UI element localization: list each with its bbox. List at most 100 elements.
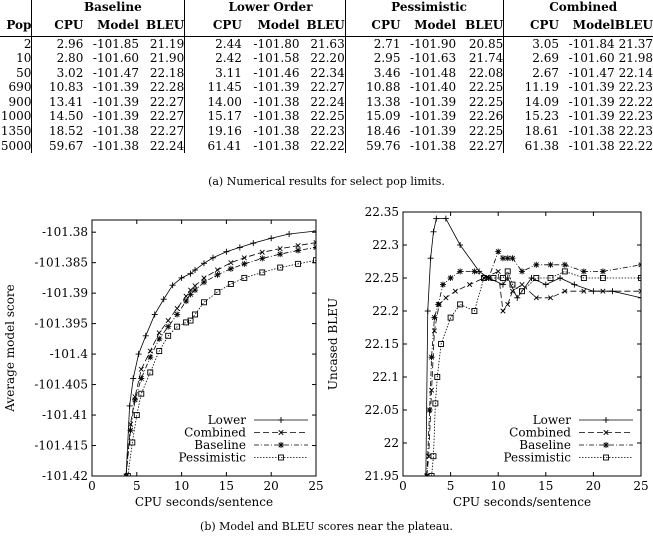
y-tick-label: 22 [384,436,399,450]
table-cell: -101.47 [568,65,615,80]
table-cell: 21.90 [149,51,185,66]
table-cell: -101.39 [568,94,615,109]
data-point-pessimistic [277,264,284,271]
table-cell: -101.85 [92,36,139,51]
table-cell: -101.90 [410,36,457,51]
plot-frame [91,219,317,477]
table-cell: 22.20 [310,51,345,66]
pop-cell: 690 [8,80,32,95]
data-point-baseline [435,301,442,308]
data-point-baseline [561,261,568,268]
column-header: BLEU [299,15,346,37]
table-cell: -101.38 [253,94,300,109]
data-point-pessimistic [504,268,511,275]
table-cell: 2.96 [56,36,84,51]
data-point-combined [426,453,432,459]
table-cell: 22.25 [468,80,504,95]
data-point-combined [495,268,501,274]
y-tick-label: -101.4 [50,347,89,361]
table-cell: -101.38 [253,138,300,153]
table-cell: 22.22 [618,94,653,109]
table-cell: 18.61 [524,124,560,139]
table-cell: -101.40 [410,80,457,95]
pop-cell: 10 [16,51,32,66]
plot-area [123,227,316,476]
table-cell: 22.27 [149,94,185,109]
data-point-lower [542,281,549,288]
pop-header: Pop [0,15,32,37]
data-point-lower [427,255,434,262]
data-point-pessimistic [438,341,445,347]
data-point-combined [431,328,437,334]
data-point-pessimistic [133,412,140,418]
table-cell: 14.00 [207,94,242,109]
x-tick-label: 5 [133,479,141,493]
model-score-chart: 0 5 10 15 20 25 -101.42 -101.415 -101.41 -101.405… [3,219,324,509]
data-point-pessimistic [295,260,302,267]
data-point-combined [214,267,221,273]
legend-label: Pessimistic [503,451,571,465]
data-point-baseline [201,279,207,286]
data-point-baseline [259,255,266,262]
table-row: 1000 14.50 -101.39 22.27 15.17 -101.38 22.25 15… [0,109,653,125]
data-point-lower [422,473,429,476]
x-tick-label: 5 [447,479,455,493]
table-cell: 10.83 [48,80,84,95]
data-point-baseline [183,298,190,305]
data-point-lower [160,296,167,303]
table-cell: -101.38 [253,124,300,139]
data-point-baseline [447,275,454,281]
series-line-pessimistic [127,259,316,476]
data-point-lower [250,240,257,247]
data-point-pessimistic [457,301,464,308]
data-point-pessimistic [192,311,198,318]
data-point-combined [519,282,525,288]
data-point-combined [452,288,458,294]
data-point-baseline [147,354,154,361]
table-cell: 14.50 [48,109,84,124]
data-point-pessimistic [547,275,554,281]
table-cell: 22.14 [618,65,653,80]
table-cell: 21.98 [618,51,653,66]
table-cell: -101.48 [410,65,457,80]
data-point-pessimistic [156,348,163,354]
y-tick-label: 22.05 [365,403,399,417]
table-cell: -101.84 [568,36,615,51]
table-cell: 3.11 [215,65,242,80]
data-point-combined [443,295,449,301]
column-header: CPU [513,15,560,37]
y-tick-label: -101.39 [42,286,88,300]
data-point-pessimistic [471,308,478,314]
data-point-lower [130,375,137,382]
legend-label: Lower [533,413,572,427]
table-cell: 22.27 [468,138,504,153]
data-point-baseline [509,255,516,262]
data-point-combined [313,239,316,246]
x-tick-label: 10 [491,479,506,493]
data-point-combined [165,318,171,324]
column-header: CPU [354,15,401,37]
data-point-combined [295,243,301,249]
table-cell: -101.39 [410,94,457,109]
data-point-baseline [457,268,464,275]
data-point-baseline [471,268,478,275]
legend-marker [603,454,609,461]
data-point-combined [562,288,568,294]
pop-cell: 50 [16,65,32,80]
data-point-baseline [241,260,248,267]
table-cell: -101.80 [253,36,300,51]
legend-marker [278,429,284,436]
column-header: CPU [196,15,242,37]
data-point-combined [241,255,247,261]
x-tick-label: 0 [399,479,407,493]
data-point-combined [533,295,539,301]
table-cell: -101.39 [92,109,139,124]
data-point-lower [178,274,185,281]
table-cell: -101.39 [410,109,457,124]
data-point-baseline [431,314,438,321]
data-point-pessimistic [638,275,641,281]
table-cell: 22.34 [310,65,345,80]
x-tick-label: 25 [308,479,323,493]
table-cell: 2.71 [373,36,401,51]
caption-b: (b) Model and BLEU scores near the plate… [200,520,453,533]
